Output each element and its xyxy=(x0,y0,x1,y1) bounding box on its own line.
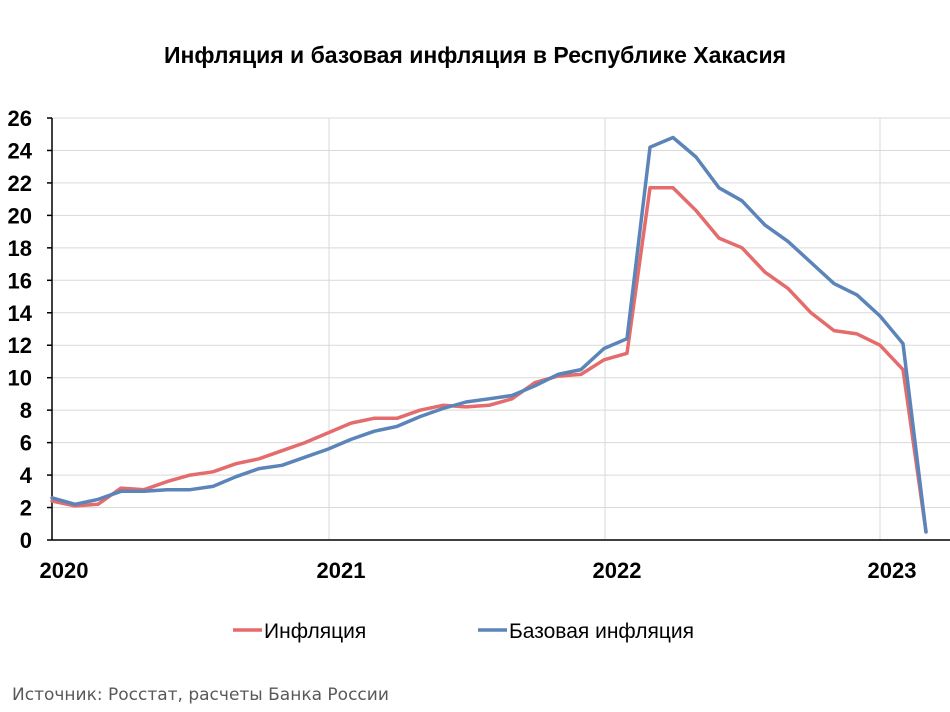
y-tick-label: 22 xyxy=(8,171,32,196)
y-tick-label: 16 xyxy=(8,268,32,293)
source-note: Источник: Росстат, расчеты Банка России xyxy=(12,685,389,705)
series-line-core-inflation xyxy=(50,135,928,534)
y-tick-label: 8 xyxy=(20,398,32,423)
y-tick-label: 12 xyxy=(8,333,32,358)
x-tick-label: 2022 xyxy=(593,558,642,583)
series-lines xyxy=(50,135,928,534)
x-tick-label: 2021 xyxy=(317,558,366,583)
x-tick-label: 2023 xyxy=(868,558,917,583)
y-tick-label: 4 xyxy=(20,463,33,488)
y-tick-label: 20 xyxy=(8,203,32,228)
series-line-inflation xyxy=(50,186,928,534)
grid-lines xyxy=(52,117,950,540)
y-tick-label: 2 xyxy=(20,496,32,521)
y-tick-label: 24 xyxy=(8,138,33,163)
y-tick-label: 0 xyxy=(20,528,32,553)
y-tick-label: 18 xyxy=(8,236,32,261)
legend: Инфляция Базовая инфляция xyxy=(233,620,694,643)
y-tick-label: 26 xyxy=(8,106,32,131)
legend-label-core-inflation: Базовая инфляция xyxy=(509,620,694,643)
y-tick-label: 14 xyxy=(8,301,33,326)
y-tick-label: 6 xyxy=(20,431,32,456)
legend-label-inflation: Инфляция xyxy=(264,620,366,643)
y-tick-label: 10 xyxy=(8,366,32,391)
x-tick-label: 2020 xyxy=(40,558,89,583)
chart-title: Инфляция и базовая инфляция в Республике… xyxy=(163,42,787,68)
